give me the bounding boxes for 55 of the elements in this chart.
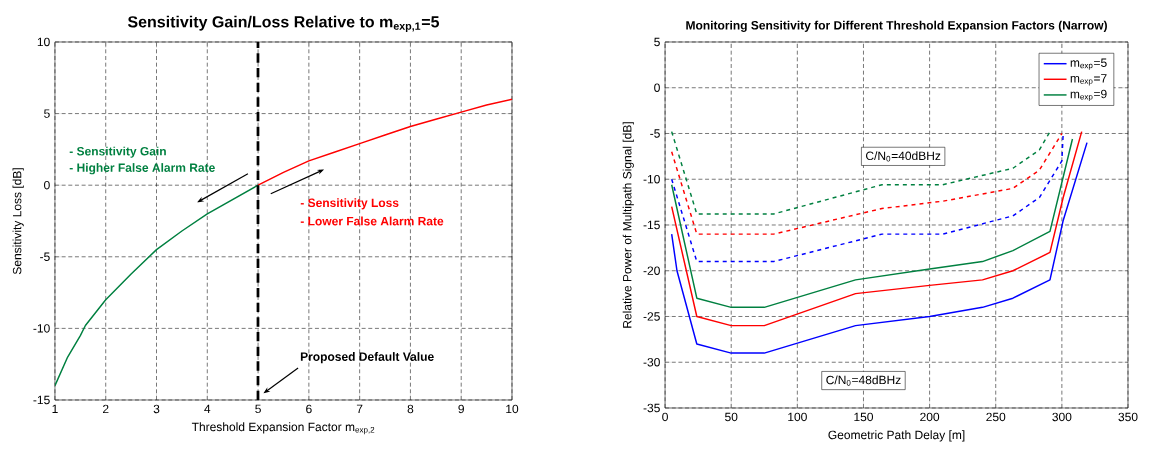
legend-label: m$_{exp}$=5	[1070, 58, 1107, 70]
y-tick-label: 0	[654, 83, 660, 92]
annotation: - Lower False Alarm Rate	[300, 216, 444, 226]
annotation: - Sensitivity Loss	[300, 198, 399, 210]
y-tick-label: -15	[643, 220, 660, 230]
line-series	[670, 138, 1074, 309]
y-tick-label: 5	[44, 109, 50, 118]
x-tick-label: 250	[986, 412, 1006, 422]
x-tick-label: 9	[458, 404, 464, 414]
y-tick-label: -25	[643, 312, 660, 321]
x-tick-label: 1	[52, 404, 58, 413]
chart-title: Sensitivity Gain/Loss Relative to m$_{exp,1}$=5	[127, 15, 440, 32]
legend-label: m$_{exp}$=7	[1070, 74, 1107, 86]
y-tick-label: -10	[643, 174, 660, 184]
x-tick-label: 300	[1052, 412, 1072, 422]
annotation: - Higher False Alarm Rate	[69, 163, 215, 175]
y-tick-label: -15	[33, 395, 50, 405]
legend-label: m$_{exp}$=9	[1070, 89, 1107, 102]
y-tick-label: -5	[650, 129, 660, 138]
annotation: C/N$_{0}$=48dBHz	[826, 375, 901, 386]
line-series	[670, 130, 1051, 215]
x-tick-label: 350	[1118, 412, 1138, 422]
y-tick-label: 0	[44, 180, 50, 190]
y-tick-label: 10	[37, 37, 50, 47]
line-series	[670, 130, 1083, 327]
y-tick-label: 5	[654, 37, 660, 47]
x-tick-label: 10	[506, 404, 519, 414]
line-series	[670, 141, 1088, 354]
chart-title: Monitoring Sensitivity for Different Threshold Expansion Factors (Narrow)	[686, 20, 1107, 32]
x-tick-label: 7	[356, 404, 363, 413]
annotation: C/N$_{0}$=40dBHz	[866, 151, 941, 162]
x-tick-label: 0	[662, 412, 668, 422]
y-tick-label: -10	[33, 324, 50, 333]
x-tick-label: 150	[854, 412, 874, 422]
x-axis-title: Threshold Expansion Factor m$_{exp,2}$	[191, 422, 375, 435]
y-tick-label: -5	[40, 252, 50, 261]
y-tick-label: -30	[643, 357, 660, 367]
x-tick-label: 3	[153, 404, 160, 414]
x-tick-label: 50	[725, 412, 738, 422]
x-axis-title: Geometric Path Delay [m]	[828, 430, 965, 442]
annotation: - Sensitivity Gain	[69, 146, 166, 158]
line-series	[257, 98, 512, 186]
y-tick-label: -20	[643, 266, 660, 275]
line-series	[670, 132, 1063, 235]
y-axis-title: Relative Power of Multipath Signal [dB]	[622, 122, 634, 328]
x-tick-label: 4	[204, 404, 211, 413]
y-axis-title: Sensitivity Loss [dB]	[12, 168, 24, 275]
x-tick-label: 5	[255, 404, 261, 414]
x-tick-label: 6	[306, 404, 312, 414]
x-tick-label: 200	[920, 412, 940, 422]
x-tick-label: 100	[788, 412, 807, 422]
x-tick-label: 8	[407, 404, 414, 414]
ref-line-label: Proposed Default Value	[300, 352, 434, 364]
y-tick-label: -35	[643, 403, 660, 413]
x-tick-label: 2	[103, 404, 109, 414]
